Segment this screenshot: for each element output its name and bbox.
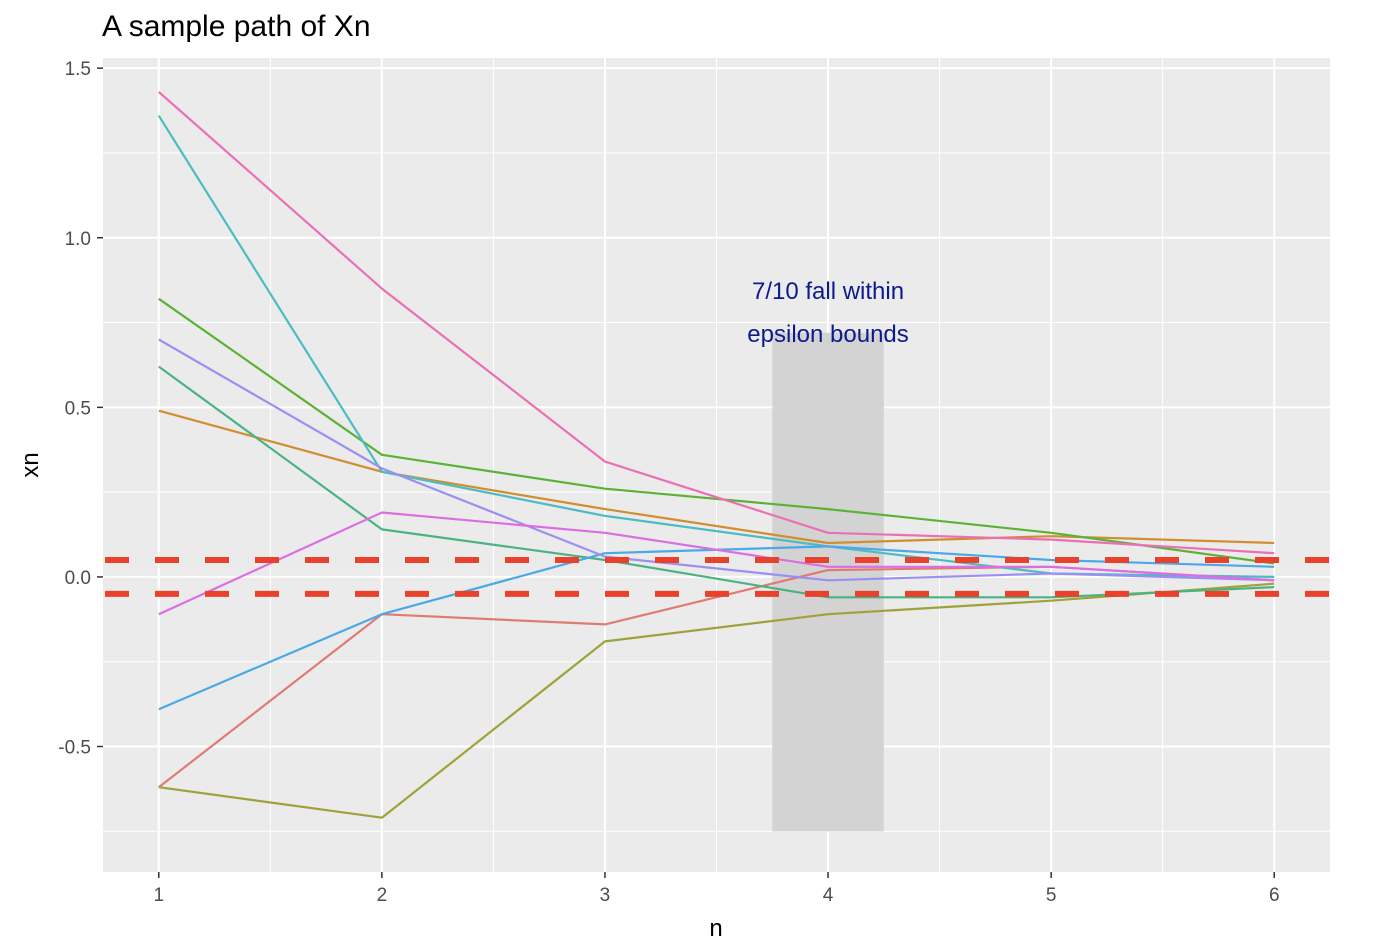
highlight-band-layer — [772, 332, 884, 832]
x-tick-label: 2 — [377, 885, 388, 906]
y-tick-label: 1.5 — [65, 59, 91, 80]
x-tick-label: 6 — [1269, 885, 1280, 906]
x-tick-label: 3 — [600, 885, 611, 906]
series-line-10 — [158, 91, 1275, 555]
y-tick-label: 0.5 — [65, 398, 91, 419]
series-line-3 — [158, 582, 1275, 819]
epsilon-layer — [103, 556, 1330, 597]
annotation-line-1: 7/10 fall within — [752, 278, 904, 305]
grid-lines — [103, 58, 1330, 872]
x-axis-title: n — [709, 915, 722, 942]
chart-title: A sample path of Xn — [102, 10, 371, 43]
x-tick-label: 4 — [823, 885, 834, 906]
y-tick-label: 0.0 — [65, 568, 91, 589]
series-line-5 — [158, 365, 1275, 599]
series-line-9 — [158, 511, 1275, 616]
y-tick-label: 1.0 — [65, 229, 91, 250]
x-tick-label: 1 — [153, 885, 164, 906]
annotation-layer: 7/10 fall within epsilon bounds — [747, 278, 908, 348]
y-tick-label: -0.5 — [58, 738, 91, 759]
axis-layer: 1 2 3 4 5 6 -0.5 0.0 0.5 1.0 1.5 — [58, 59, 1279, 906]
series-layer — [157, 91, 1275, 819]
x-tick-label: 5 — [1046, 885, 1057, 906]
highlight-band — [772, 332, 884, 832]
y-axis-title: xn — [17, 452, 44, 477]
series-line-4 — [158, 297, 1275, 565]
series-line-8 — [158, 338, 1275, 582]
annotation-line-2: epsilon bounds — [747, 321, 908, 348]
